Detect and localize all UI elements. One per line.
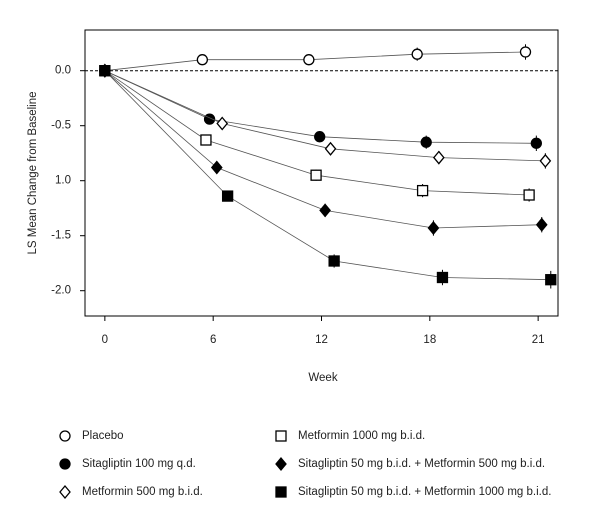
legend-marker: [275, 430, 287, 442]
data-point: [427, 220, 440, 236]
data-point: [324, 141, 337, 156]
legend-marker: [59, 430, 71, 442]
data-point: [523, 189, 535, 201]
data-point: [519, 46, 532, 58]
data-point: [99, 65, 111, 77]
legend-marker: [59, 458, 71, 470]
legend-label: Metformin 1000 mg b.i.d.: [298, 430, 425, 442]
series-line: [104, 51, 526, 72]
y-tick-label: -1.5: [51, 230, 71, 242]
legend-marker: [275, 486, 287, 498]
data-point: [420, 136, 432, 148]
y-tick-label: 0.0: [55, 65, 71, 77]
data-point: [200, 134, 212, 146]
data-point: [310, 169, 322, 181]
data-point: [328, 255, 340, 267]
data-point: [539, 153, 552, 168]
x-tick-label: 18: [423, 334, 436, 346]
data-point: [221, 190, 234, 202]
data-point: [545, 274, 557, 286]
legend-label: Sitagliptin 100 mg q.d.: [82, 458, 196, 470]
series-line: [104, 70, 542, 229]
data-point: [216, 116, 229, 131]
x-tick-label: 12: [315, 334, 328, 346]
data-point: [303, 54, 315, 66]
legend-label: Sitagliptin 50 mg b.i.d. + Metformin 100…: [298, 486, 551, 498]
data-point: [319, 203, 331, 218]
data-point: [535, 217, 548, 232]
legend-label: Metformin 500 mg b.i.d.: [82, 486, 203, 498]
data-point: [210, 160, 223, 175]
x-tick-label: 21: [532, 334, 545, 346]
data-point: [530, 137, 542, 149]
data-point: [436, 271, 449, 284]
y-tick-label: -0.5: [51, 120, 71, 132]
x-tick-label: 0: [102, 334, 108, 346]
y-tick-label: 1.0: [55, 175, 71, 187]
data-point: [196, 54, 208, 66]
data-point: [411, 48, 423, 60]
legend-label: Sitagliptin 50 mg b.i.d. + Metformin 500…: [298, 458, 545, 470]
data-point: [433, 150, 445, 165]
y-tick-label: -2.0: [51, 285, 71, 297]
legend-label: Placebo: [82, 430, 124, 442]
y-axis-label: LS Mean Change from Baseline: [27, 91, 39, 254]
x-tick-label: 6: [210, 334, 216, 346]
x-axis-label: Week: [308, 372, 337, 384]
data-point: [314, 131, 326, 143]
legend-marker: [59, 484, 71, 500]
legend-marker: [275, 456, 287, 472]
data-point: [416, 184, 429, 197]
